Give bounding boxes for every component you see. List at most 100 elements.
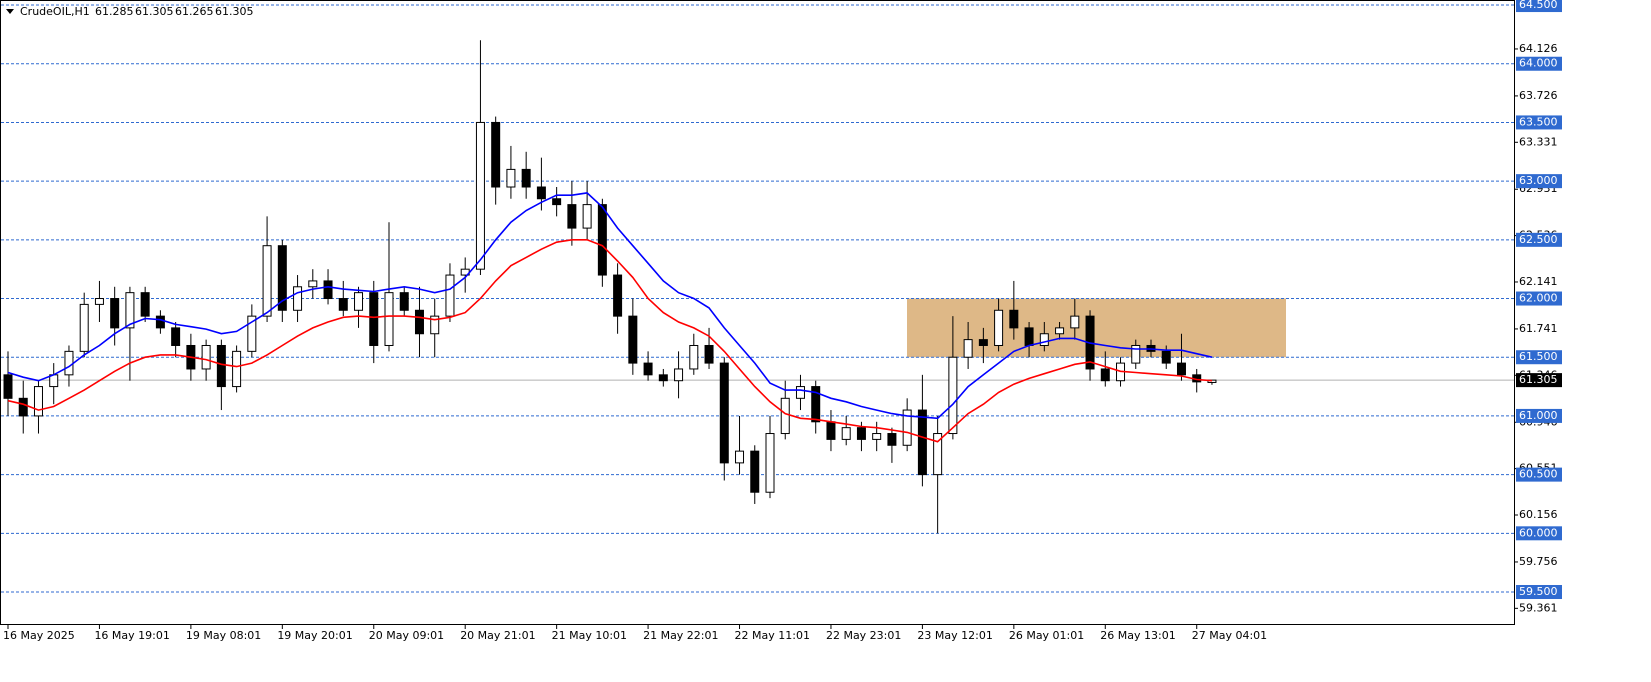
candle-body (201, 344, 211, 370)
candle-body (338, 298, 348, 311)
x-tick-label: 21 May 10:01 (552, 629, 627, 642)
y-tick-label: 59.361 (1519, 601, 1558, 614)
x-tick-label: 20 May 09:01 (369, 629, 444, 642)
candle-body (293, 286, 303, 311)
candle-body (140, 292, 150, 317)
candle-body (841, 427, 851, 440)
candle-body (552, 198, 562, 206)
candle-body (917, 409, 927, 476)
candle-body (506, 168, 516, 188)
candle-body (994, 309, 1004, 346)
level-label-box (1516, 585, 1562, 600)
candle-body (247, 315, 257, 352)
x-tick-label: 26 May 13:01 (1100, 629, 1175, 642)
candle-body (399, 292, 409, 311)
y-tick-label: 59.756 (1519, 555, 1558, 568)
y-tick-label: 60.156 (1519, 508, 1558, 521)
x-tick-label: 22 May 23:01 (826, 629, 901, 642)
candle-body (536, 186, 546, 200)
y-tick-label: 63.331 (1519, 135, 1558, 148)
candle-body (110, 298, 120, 329)
y-tick-label: 62.141 (1519, 275, 1558, 288)
candle-body (597, 204, 607, 276)
x-tick-label: 19 May 08:01 (186, 629, 261, 642)
candle-body (3, 374, 13, 399)
candle-body (963, 339, 973, 358)
symbol-title: CrudeOIL,H1 (20, 5, 90, 18)
candle-body (171, 327, 181, 346)
candle-body (33, 386, 43, 417)
x-tick-label: 27 May 04:01 (1192, 629, 1267, 642)
candle-body (628, 315, 638, 364)
candle-body (826, 421, 836, 440)
level-label: 64.000 (1519, 57, 1558, 70)
candle-body (414, 309, 424, 335)
candle-body (948, 356, 958, 435)
candle-body (1070, 315, 1080, 329)
candle-body (125, 292, 135, 329)
x-tick-label: 16 May 2025 (3, 629, 75, 642)
candle-body (445, 274, 455, 317)
candle-body (750, 450, 760, 493)
candle-body (430, 315, 440, 335)
candle-body (1009, 309, 1019, 329)
candle-body (475, 121, 485, 270)
quote-value: 61.285 (95, 5, 134, 18)
candle-body (704, 344, 714, 364)
level-label: 63.000 (1519, 174, 1558, 187)
candle-body (521, 168, 531, 188)
candle-body (978, 339, 988, 346)
level-label-box (1516, 467, 1562, 482)
candle-body (1100, 368, 1110, 382)
level-label: 64.500 (1519, 0, 1558, 11)
level-label-box (1516, 56, 1562, 71)
moving-average (7, 192, 1213, 420)
level-label: 60.000 (1519, 526, 1558, 539)
level-label-box (1516, 174, 1562, 189)
price-label-box (1516, 373, 1562, 388)
candle-body (643, 362, 653, 376)
candle-body (674, 368, 684, 382)
level-label-box (1516, 0, 1562, 13)
candle-body (155, 315, 165, 329)
candle-body (277, 245, 287, 311)
candle-body (232, 350, 242, 388)
candle-body (933, 433, 943, 476)
quote-value: 61.265 (175, 5, 214, 18)
candle-body (689, 344, 699, 370)
price-label: 61.305 (1519, 373, 1558, 386)
x-tick-label: 26 May 01:01 (1009, 629, 1084, 642)
level-label-box (1516, 291, 1562, 306)
candle-body (902, 409, 912, 446)
candle-body (613, 274, 623, 317)
candle-body (719, 362, 729, 464)
level-label-box (1516, 232, 1562, 247)
candle-body (1176, 362, 1186, 376)
candle-body (582, 204, 592, 229)
candle-body (1161, 350, 1171, 364)
level-label: 60.500 (1519, 468, 1558, 481)
level-label: 62.000 (1519, 292, 1558, 305)
candle-body (262, 245, 272, 317)
moving-average (7, 239, 1213, 443)
candle-body (94, 298, 104, 305)
x-tick-label: 21 May 22:01 (643, 629, 718, 642)
candle-body (856, 427, 866, 440)
x-tick-label: 20 May 21:01 (460, 629, 535, 642)
candle-body (369, 292, 379, 346)
candle-body (64, 350, 74, 376)
candle-body (216, 344, 226, 388)
candle-body (872, 433, 882, 440)
level-label: 62.500 (1519, 233, 1558, 246)
candle-body (1055, 327, 1065, 335)
level-label: 61.000 (1519, 409, 1558, 422)
x-tick-label: 19 May 20:01 (277, 629, 352, 642)
x-tick-label: 16 May 19:01 (94, 629, 169, 642)
candle-body (887, 433, 897, 446)
candle-body (1039, 333, 1049, 346)
candle-body (308, 280, 318, 288)
level-label-box (1516, 115, 1562, 130)
level-label-box (1516, 408, 1562, 423)
y-tick-label: 64.126 (1519, 42, 1558, 55)
